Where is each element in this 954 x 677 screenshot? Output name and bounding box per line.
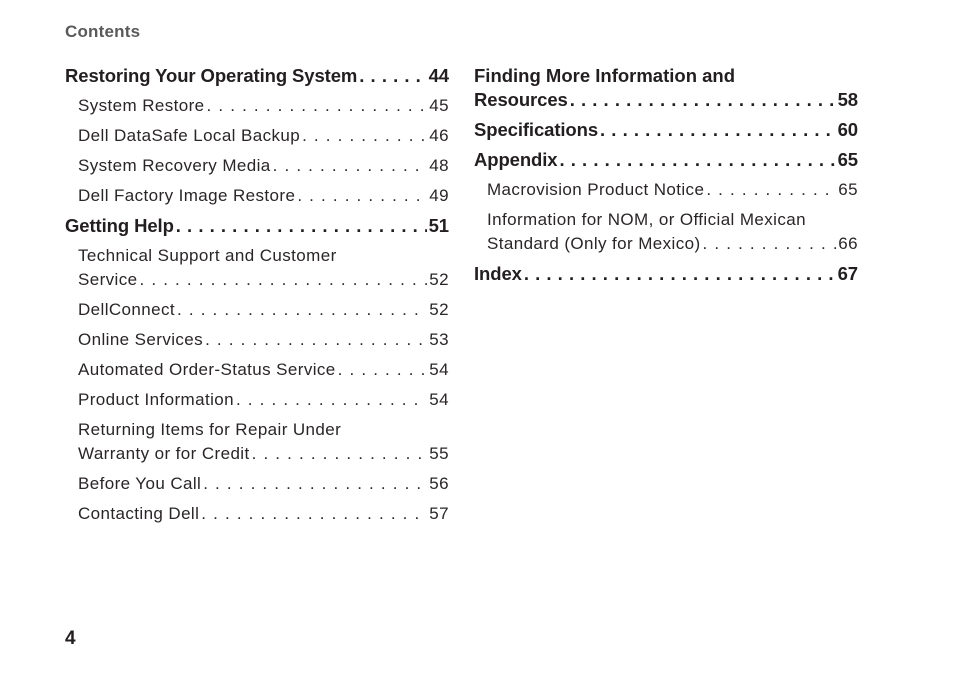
toc-page-number: 44 [428,65,449,86]
toc-item-system-recovery-media[interactable]: System Recovery Media 48 [65,154,449,178]
toc-item-datasafe-backup[interactable]: Dell DataSafe Local Backup 46 [65,124,449,148]
toc-column-left: Restoring Your Operating System 44 Syste… [65,64,449,532]
dot-leader [203,472,427,496]
toc-page-number: 65 [838,180,858,199]
dot-leader [302,124,427,148]
toc-item-title: System Recovery Media [78,156,271,175]
toc-page-number: 52 [429,300,449,319]
toc-section-title: Getting Help [65,215,174,236]
toc-item-title: Automated Order-Status Service [78,360,336,379]
toc-item-title: System Restore [78,96,205,115]
dot-leader [359,64,426,88]
toc-page-number: 45 [429,96,449,115]
toc-page-number: 54 [429,360,449,379]
toc-item-title: Service [78,270,138,289]
toc-item-title: Dell Factory Image Restore [78,186,296,205]
toc-item-title: Macrovision Product Notice [487,180,705,199]
toc-page-number: 66 [838,234,858,253]
toc-page-number: 57 [429,504,449,523]
dot-leader [207,94,428,118]
dot-leader [205,328,427,352]
dot-leader [236,388,427,412]
toc-item-title-line1: Technical Support and Customer [78,246,337,265]
toc-item-title: Standard (Only for Mexico) [487,234,701,253]
dot-leader [177,298,427,322]
toc-item-title-line1: Returning Items for Repair Under [78,420,342,439]
toc-item-order-status[interactable]: Automated Order-Status Service 54 [65,358,449,382]
toc-section-specifications[interactable]: Specifications 60 [474,118,858,142]
dot-leader [201,502,427,526]
toc-item-system-restore[interactable]: System Restore 45 [65,94,449,118]
dot-leader [252,442,428,466]
toc-section-title: Restoring Your Operating System [65,65,358,86]
toc-column-right: Finding More Information and Resources 5… [474,64,858,292]
toc-item-dellconnect[interactable]: DellConnect 52 [65,298,449,322]
toc-item-title: Online Services [78,330,204,349]
toc-item-title-line1: Information for NOM, or Official Mexican [487,210,806,229]
toc-section-title: Specifications [474,119,599,140]
toc-item-returning-items[interactable]: Returning Items for Repair Under Warrant… [65,418,449,466]
toc-section-title-line1: Finding More Information and [474,65,736,86]
toc-section-title: Index [474,263,522,284]
toc-section-appendix[interactable]: Appendix 65 [474,148,858,172]
toc-item-factory-image-restore[interactable]: Dell Factory Image Restore 49 [65,184,449,208]
toc-item-title: DellConnect [78,300,176,319]
dot-leader [706,178,836,202]
toc-section-finding-more-info[interactable]: Finding More Information and Resources 5… [474,64,858,112]
toc-item-product-information[interactable]: Product Information 54 [65,388,449,412]
toc-page-number: 56 [429,474,449,493]
toc-page-number: 65 [837,149,858,170]
toc-page-number: 67 [837,263,858,284]
toc-page-number: 55 [429,444,449,463]
dot-leader [559,148,835,172]
dot-leader [297,184,427,208]
dot-leader [524,262,836,286]
toc-page-number: 58 [837,89,858,110]
toc-item-before-you-call[interactable]: Before You Call 56 [65,472,449,496]
dot-leader [703,232,837,256]
toc-page-number: 49 [429,186,449,205]
toc-section-restoring-os[interactable]: Restoring Your Operating System 44 [65,64,449,88]
toc-page-number: 52 [429,270,449,289]
toc-page-number: 51 [428,215,449,236]
toc-page-number: 54 [429,390,449,409]
toc-page-number: 53 [429,330,449,349]
toc-item-title: Contacting Dell [78,504,200,523]
toc-section-title: Resources [474,89,568,110]
toc-section-getting-help[interactable]: Getting Help 51 [65,214,449,238]
toc-item-technical-support[interactable]: Technical Support and Customer Service 5… [65,244,449,292]
dot-leader [570,88,836,112]
toc-page-number: 48 [429,156,449,175]
toc-item-title: Product Information [78,390,234,409]
toc-item-title: Before You Call [78,474,202,493]
page-number: 4 [65,628,76,649]
dot-leader [273,154,428,178]
dot-leader [140,268,428,292]
toc-section-title: Appendix [474,149,558,170]
toc-item-nom-information[interactable]: Information for NOM, or Official Mexican… [474,208,858,256]
dot-leader [176,214,427,238]
toc-item-title: Warranty or for Credit [78,444,250,463]
toc-section-index[interactable]: Index 67 [474,262,858,286]
dot-leader [600,118,836,142]
dot-leader [338,358,428,382]
toc-page-number: 60 [837,119,858,140]
toc-item-macrovision-notice[interactable]: Macrovision Product Notice 65 [474,178,858,202]
toc-item-online-services[interactable]: Online Services 53 [65,328,449,352]
toc-item-contacting-dell[interactable]: Contacting Dell 57 [65,502,449,526]
toc-page-number: 46 [429,126,449,145]
running-header: Contents [65,22,141,41]
toc-item-title: Dell DataSafe Local Backup [78,126,301,145]
